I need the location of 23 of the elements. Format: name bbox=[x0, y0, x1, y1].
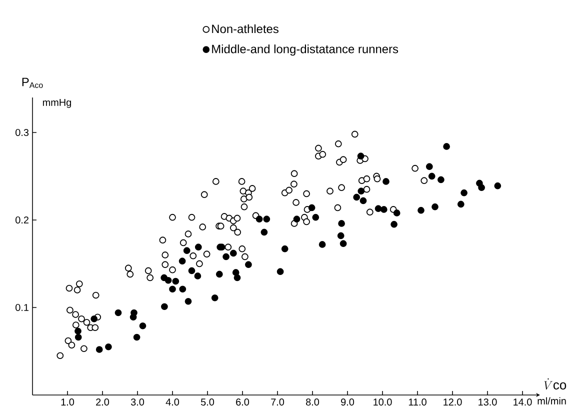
legend-label: Non-athletes bbox=[212, 24, 278, 34]
x-tick-label: 6.0 bbox=[236, 398, 250, 406]
x-tick-label: 3.0 bbox=[130, 398, 144, 406]
x-tick-label: 11.0 bbox=[408, 398, 426, 406]
y-tick-label: 0.3 bbox=[16, 128, 29, 136]
text: ml/min bbox=[538, 397, 566, 405]
x-tick-label: 5.0 bbox=[200, 398, 214, 406]
x-tick-label: 13.0 bbox=[478, 398, 497, 406]
y-tick-label: 0.2 bbox=[16, 216, 28, 224]
annotation: mmHg bbox=[42, 98, 71, 108]
x-tick-label: 8.0 bbox=[306, 398, 320, 406]
x-tick-label: 2.0 bbox=[96, 398, 110, 406]
x-tick-label: 10.0 bbox=[374, 398, 392, 406]
x-tick-label: 7.0 bbox=[271, 398, 284, 406]
y-axis-title: P$_{Aco}$ bbox=[22, 78, 43, 88]
x-tick-label: 1.0 bbox=[61, 398, 74, 406]
x-tick-label: 9.0 bbox=[341, 398, 354, 406]
x-axis-title: $\dot{V}\mathrm{co}$ bbox=[544, 378, 566, 390]
x-tick-label: 14.0 bbox=[514, 398, 532, 406]
x-tick-label: 12.0 bbox=[444, 398, 462, 406]
legend-label: Middle-and long-distatance runners bbox=[212, 44, 398, 56]
y-tick-label: 0.1 bbox=[16, 304, 28, 312]
x-tick-label: 4.0 bbox=[166, 398, 180, 406]
